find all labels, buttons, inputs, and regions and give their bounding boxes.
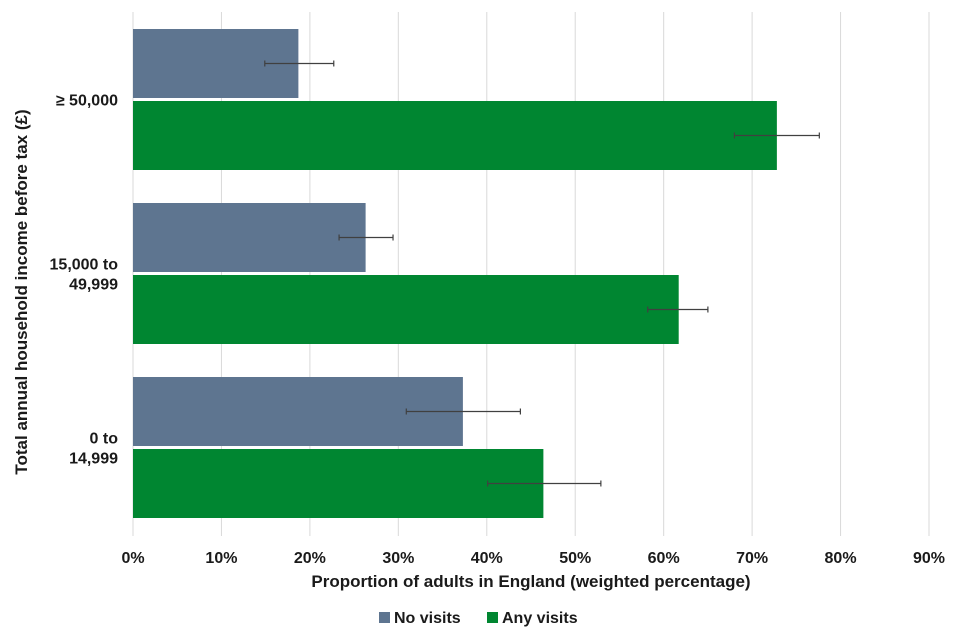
- bar-any-visits: [133, 101, 777, 170]
- error-bars: [264, 60, 820, 487]
- bar-any-visits: [133, 449, 544, 518]
- x-tick-label: 90%: [913, 550, 945, 567]
- x-tick-label: 80%: [825, 550, 857, 567]
- y-axis-title: Total annual household income before tax…: [12, 109, 31, 474]
- legend-swatch: [379, 612, 390, 623]
- legend-label: No visits: [394, 610, 461, 627]
- legend-swatch: [487, 612, 498, 623]
- x-tick-label: 0%: [121, 550, 144, 567]
- x-tick-label: 50%: [559, 550, 591, 567]
- x-tick-label: 30%: [382, 550, 414, 567]
- category-label: 0 to 14,999: [69, 431, 118, 468]
- category-label: ≥ 50,000: [56, 93, 118, 110]
- x-tick-label: 40%: [471, 550, 503, 567]
- category-labels: ≥ 50,000 15,000 to 49,999 0 to 14,999: [50, 93, 119, 468]
- bar-no-visits: [133, 203, 366, 272]
- x-tick-label: 60%: [648, 550, 680, 567]
- x-tick-labels: 0% 10% 20% 30% 40% 50% 60% 70% 80% 90%: [121, 550, 945, 567]
- x-tick-label: 10%: [205, 550, 237, 567]
- x-tick-label: 70%: [736, 550, 768, 567]
- x-axis-title: Proportion of adults in England (weighte…: [311, 572, 750, 591]
- category-label: 15,000 to 49,999: [50, 257, 119, 294]
- gridlines: [132, 12, 930, 536]
- legend: No visits Any visits: [379, 610, 578, 627]
- bar-any-visits: [133, 275, 679, 344]
- legend-label: Any visits: [502, 610, 578, 627]
- x-tick-label: 20%: [294, 550, 326, 567]
- bars: [133, 29, 777, 518]
